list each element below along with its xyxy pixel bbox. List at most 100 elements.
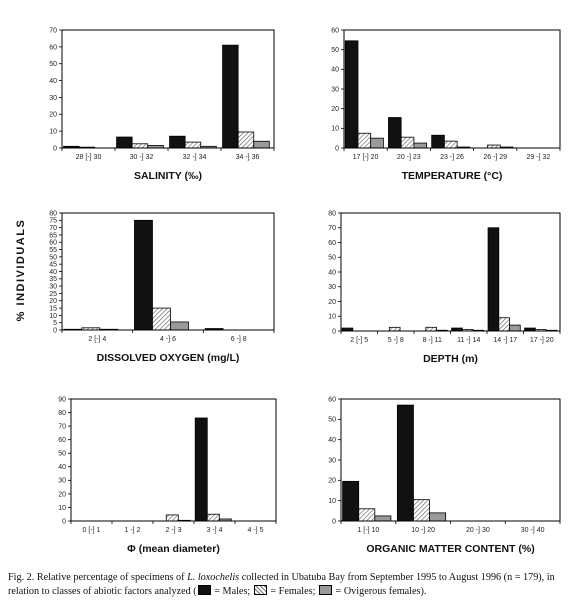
x-tick-label: 2 [-] 5 — [350, 337, 368, 344]
bar-ovigerous-1 — [374, 515, 392, 522]
y-tick-label: 60 — [49, 44, 57, 51]
y-tick-label: 25 — [49, 291, 57, 298]
y-tick-label: 70 — [49, 225, 57, 232]
bar-females-2 — [400, 136, 415, 149]
y-tick-label: 50 — [331, 47, 339, 54]
y-tick-label: 40 — [49, 78, 57, 85]
caption-text-1: Relative percentage of specimens of — [36, 572, 185, 583]
chart-panel-4: 0 10 20 30 40 50 60 70 80 2 [-] 5 5 -] 8 8 -] 11 11 … — [328, 210, 561, 365]
chart-panel-2: 0 10 20 30 40 50 60 17 [-] 20 20 -] 23 23 -] 26 26… — [331, 27, 561, 182]
y-tick-label: 0 — [335, 145, 339, 152]
y-tick-label: 30 — [58, 478, 66, 485]
x-axis-label: TEMPERATURE (°C) — [402, 170, 503, 182]
y-tick-label: 20 — [328, 299, 336, 306]
x-axis-label: DISSOLVED OXYGEN (mg/L) — [97, 352, 240, 364]
x-tick-label: 20 -] 23 — [397, 154, 421, 161]
caption-text-2: collected in Ubatuba Bay from September … — [8, 572, 555, 597]
y-tick-label: 70 — [49, 27, 57, 34]
y-tick-label: 30 — [331, 86, 339, 93]
caption-species: L. loxochelis — [187, 572, 240, 583]
y-tick-label: 80 — [328, 210, 336, 217]
legend-males-label: = Males; — [214, 586, 251, 597]
x-tick-label: 30 -] 40 — [521, 527, 545, 534]
x-axis-label: Φ (mean diameter) — [127, 543, 220, 555]
plot-frame — [340, 398, 561, 522]
legend-females-label: = Females; — [270, 586, 316, 597]
legend-males-swatch — [197, 585, 211, 595]
y-tick-label: 60 — [331, 27, 339, 34]
y-tick-label: 60 — [49, 240, 57, 247]
bar-females-2 — [152, 307, 171, 331]
bar-females-3 — [425, 326, 437, 332]
y-tick-label: 30 — [49, 284, 57, 291]
bar-ovigerous-1 — [370, 137, 384, 149]
y-tick-label: 40 — [49, 269, 57, 276]
bar-males-2 — [396, 404, 414, 522]
plot-frame — [70, 398, 277, 522]
y-tick-label: 15 — [49, 305, 57, 312]
y-tick-label: 40 — [331, 67, 339, 74]
y-tick-label: 80 — [49, 210, 57, 217]
y-tick-label: 50 — [328, 255, 336, 262]
legend-ovigerous-swatch — [318, 585, 332, 595]
x-tick-label: 3 -] 4 — [207, 527, 223, 534]
x-tick-label: 11 -] 14 — [457, 337, 480, 344]
x-tick-label: 23 -] 26 — [440, 154, 464, 161]
bar-males-5 — [487, 227, 500, 332]
y-tick-label: 40 — [58, 464, 66, 471]
x-tick-label: 2 [-] 4 — [88, 336, 106, 343]
bar-males-2 — [134, 219, 153, 331]
x-tick-label: 17 -] 20 — [530, 337, 554, 344]
x-tick-label: 8 -] 11 — [423, 337, 442, 344]
x-tick-label: 10 -] 20 — [411, 527, 435, 534]
x-axis-label: SALINITY (‰) — [134, 170, 202, 182]
y-tick-label: 60 — [328, 240, 336, 247]
bar-females-4 — [206, 513, 220, 522]
y-tick-label: 60 — [58, 437, 66, 444]
y-tick-label: 45 — [49, 262, 57, 269]
x-tick-label: 30 -] 32 — [130, 154, 154, 161]
bar-males-2 — [116, 136, 133, 149]
x-tick-label: 6 -] 8 — [231, 336, 247, 343]
y-tick-label: 50 — [328, 417, 336, 424]
y-tick-label: 30 — [328, 457, 336, 464]
x-axis-label: DEPTH (m) — [423, 353, 478, 365]
plot-frame — [340, 212, 561, 332]
y-tick-label: 50 — [58, 451, 66, 458]
y-tick-label: 0 — [53, 145, 57, 152]
plot-frame — [343, 29, 561, 149]
y-tick-label: 20 — [49, 298, 57, 305]
x-axis-label: ORGANIC MATTER CONTENT (%) — [366, 543, 534, 555]
x-tick-label: 5 -] 8 — [388, 337, 404, 344]
x-tick-label: 1 -] 2 — [125, 527, 141, 534]
figure-caption: Fig. 2. Relative percentage of specimens… — [8, 571, 573, 599]
y-tick-label: 5 — [53, 320, 57, 327]
y-tick-label: 40 — [328, 437, 336, 444]
y-tick-label: 10 — [328, 314, 336, 321]
y-tick-label: 90 — [58, 396, 66, 403]
y-tick-label: 80 — [58, 410, 66, 417]
y-tick-label: 60 — [328, 396, 336, 403]
x-tick-label: 1 [-] 10 — [357, 527, 379, 534]
bar-ovigerous-5 — [509, 324, 521, 332]
bar-females-1 — [358, 508, 376, 522]
caption-fig-label: Fig. 2. — [8, 572, 35, 583]
y-tick-label: 0 — [332, 328, 336, 335]
bar-females-5 — [498, 317, 510, 332]
bar-females-2 — [388, 326, 401, 332]
chart-panel-5: 0 10 20 30 40 50 60 70 80 90 0 [-] 1 1 -] 2 2 -] 3 3 … — [58, 396, 277, 555]
chart-panel-6: 0 10 20 30 40 50 60 1 [-] 10 10 -] 20 20 -] 30 30 … — [328, 396, 561, 555]
bar-ovigerous-2 — [170, 321, 189, 331]
y-tick-label: 20 — [328, 478, 336, 485]
x-tick-label: 32 -] 34 — [183, 154, 207, 161]
x-tick-label: 20 -] 30 — [466, 527, 490, 534]
x-tick-label: 34 -] 36 — [236, 154, 260, 161]
x-tick-label: 2 -] 3 — [166, 527, 182, 534]
y-tick-label: 65 — [49, 232, 57, 239]
legend-ovigerous-label: = Ovigerous females). — [335, 586, 427, 597]
y-tick-label: 10 — [58, 505, 66, 512]
bar-females-3 — [443, 140, 458, 149]
